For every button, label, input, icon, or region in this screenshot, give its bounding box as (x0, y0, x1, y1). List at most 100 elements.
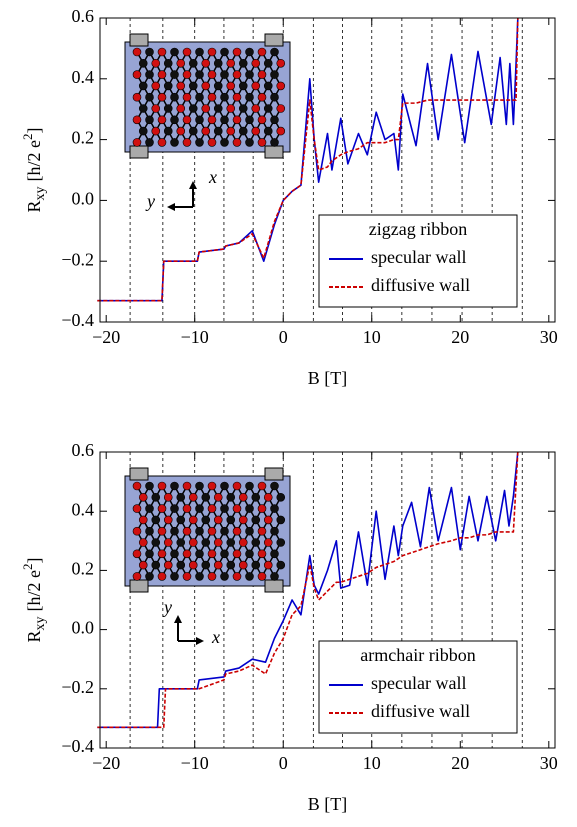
atom (145, 526, 154, 536)
atom (138, 492, 148, 502)
atom (201, 81, 211, 91)
atom (213, 492, 223, 502)
inset-axis-label: x (211, 627, 220, 647)
arrow-head (189, 181, 197, 189)
y-tick-label: −0.4 (61, 736, 94, 756)
atom (195, 138, 204, 147)
atom (213, 104, 223, 113)
atom (132, 92, 142, 102)
atom (207, 526, 217, 536)
atom (213, 538, 223, 547)
atom (163, 560, 173, 570)
atom (257, 138, 267, 147)
atom (232, 47, 242, 57)
data-line (97, 17, 519, 302)
atom (226, 126, 236, 136)
atom (163, 492, 173, 502)
inset-axis-label: y (145, 191, 155, 211)
atom (132, 481, 142, 491)
atom (145, 70, 154, 79)
atom (238, 538, 248, 547)
atom (263, 515, 273, 525)
atom (226, 515, 236, 525)
atom (195, 92, 204, 102)
atom (182, 138, 192, 147)
atom (188, 515, 198, 525)
x-tick-label: 10 (363, 753, 381, 773)
atom (170, 115, 179, 125)
legend-box (318, 214, 518, 308)
atom (182, 504, 192, 513)
atom (157, 138, 167, 147)
atom (270, 47, 279, 57)
atom (276, 515, 286, 525)
atom (195, 47, 204, 57)
atom (151, 58, 161, 68)
atom (170, 47, 179, 57)
atom (220, 92, 229, 102)
atom (245, 504, 254, 513)
atom (245, 92, 254, 102)
y-axis-label-sub: xy (33, 186, 48, 200)
atom (182, 115, 192, 125)
atom (138, 538, 148, 547)
atom (145, 115, 154, 125)
atom (276, 104, 286, 113)
atom (226, 58, 236, 68)
atom (251, 58, 261, 68)
atom (163, 515, 173, 525)
atom (170, 481, 179, 491)
atom (245, 70, 254, 79)
y-axis-label-part: R (24, 630, 44, 642)
atom (201, 104, 211, 113)
arrow-head (196, 637, 204, 645)
atom (176, 492, 186, 502)
y-axis-label-part: ] (24, 128, 44, 134)
atom (270, 572, 279, 581)
atom (182, 92, 192, 102)
atom (132, 526, 142, 536)
y-tick-label: 0.4 (72, 67, 95, 87)
x-tick-label: 20 (451, 327, 469, 347)
contact (129, 33, 149, 47)
atom (263, 126, 273, 136)
atom (270, 481, 279, 491)
atom (201, 560, 211, 570)
atom (132, 70, 142, 79)
atom (138, 515, 148, 525)
atom (151, 126, 161, 136)
atom (195, 572, 204, 581)
atom (213, 515, 223, 525)
atom (213, 58, 223, 68)
y-tick-label: 0.0 (72, 618, 95, 638)
atom (176, 81, 186, 91)
plot-frame (99, 451, 556, 749)
atom (238, 515, 248, 525)
contact (129, 467, 149, 481)
y-axis-label-part: R (24, 200, 44, 212)
atom (182, 526, 192, 536)
x-tick-label: 30 (540, 327, 558, 347)
atom (270, 549, 279, 559)
data-line (97, 451, 519, 729)
arrow-head (167, 203, 175, 211)
atom (145, 504, 154, 513)
atom (270, 504, 279, 513)
atom (201, 126, 211, 136)
atom (176, 104, 186, 113)
atom (251, 560, 261, 570)
x-axis-label: B [T] (308, 794, 348, 814)
atom (220, 549, 229, 559)
atom (276, 81, 286, 91)
atom (195, 504, 204, 513)
atom (157, 504, 167, 513)
atom (238, 81, 248, 91)
atom (176, 515, 186, 525)
atom (163, 104, 173, 113)
inset-axis-label: y (162, 597, 172, 617)
atom (220, 70, 229, 79)
atom (138, 81, 148, 91)
atom (257, 572, 267, 581)
atom (232, 526, 242, 536)
atom (207, 138, 217, 147)
